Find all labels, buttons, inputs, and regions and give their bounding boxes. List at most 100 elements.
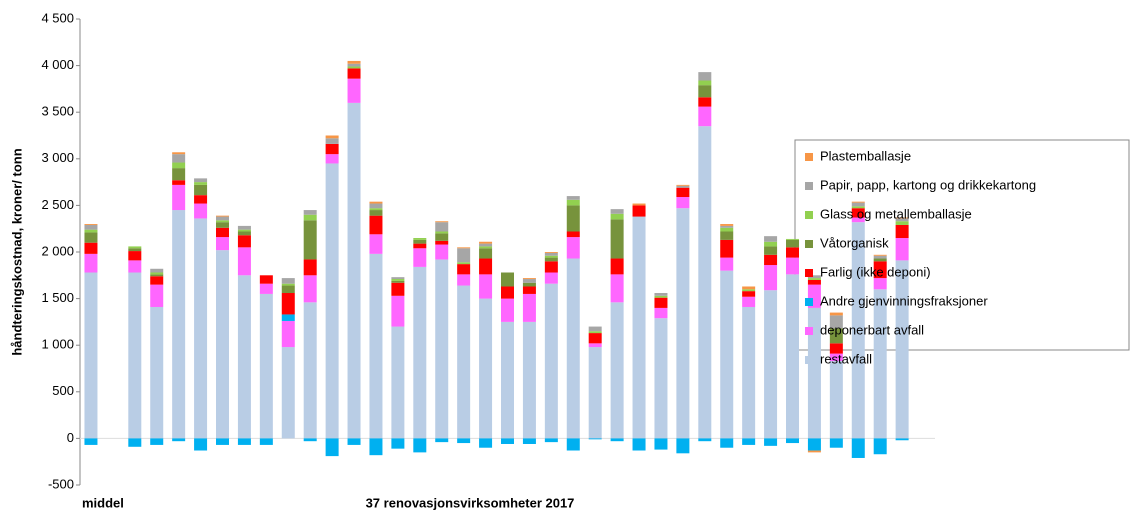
bar-segment bbox=[522, 321, 536, 439]
bar-segment bbox=[786, 247, 799, 258]
bar-segment bbox=[522, 278, 536, 280]
bar-segment bbox=[457, 274, 471, 286]
bar-segment bbox=[829, 361, 843, 439]
bar-segment bbox=[435, 259, 449, 439]
bar-segment bbox=[457, 285, 471, 439]
bar-segment bbox=[479, 298, 493, 439]
bar-segment bbox=[588, 347, 602, 439]
bar-segment bbox=[851, 222, 865, 439]
bar-segment bbox=[172, 154, 186, 163]
bar-segment bbox=[84, 224, 98, 230]
bar-segment bbox=[895, 221, 909, 225]
bar-segment bbox=[829, 312, 843, 316]
bar-segment bbox=[435, 244, 449, 260]
y-tick-label: 2 500 bbox=[41, 197, 74, 212]
bar-segment bbox=[369, 201, 383, 204]
bar-segment bbox=[632, 203, 646, 206]
bar-segment bbox=[84, 272, 98, 439]
bar-segment bbox=[457, 438, 471, 444]
bar-segment bbox=[259, 438, 273, 445]
bar-segment bbox=[588, 343, 602, 348]
bar-segment bbox=[128, 251, 142, 261]
bar-segment bbox=[391, 326, 405, 439]
bar-segment bbox=[764, 241, 778, 247]
bar-segment bbox=[895, 260, 909, 439]
bar-segment bbox=[172, 438, 186, 442]
bar-segment bbox=[786, 238, 799, 240]
bar-segment bbox=[676, 197, 690, 209]
legend-label: restavfall bbox=[820, 351, 872, 366]
bar-segment bbox=[566, 205, 580, 232]
bar-segment bbox=[698, 438, 712, 442]
legend-label: Våtorganisk bbox=[820, 235, 889, 250]
bar-segment bbox=[698, 80, 712, 86]
bar-segment bbox=[216, 216, 229, 221]
legend bbox=[794, 139, 1130, 351]
bar-segment bbox=[610, 219, 624, 259]
bar-segment bbox=[216, 237, 229, 251]
bar-segment bbox=[544, 438, 558, 443]
bar-segment bbox=[84, 438, 98, 445]
bar-segment bbox=[786, 257, 799, 275]
bar-segment bbox=[873, 258, 887, 262]
bar-segment bbox=[807, 279, 821, 285]
legend-label: Andre gjenvinningsfraksjoner bbox=[820, 293, 988, 308]
bar-segment bbox=[895, 224, 909, 239]
bar-segment bbox=[720, 231, 734, 240]
bar-segment bbox=[676, 184, 690, 186]
bar-segment bbox=[544, 252, 558, 256]
bar-segment bbox=[698, 126, 712, 439]
bar-segment bbox=[150, 272, 164, 275]
bar-segment bbox=[851, 208, 865, 218]
bar-segment bbox=[347, 78, 361, 103]
legend-swatch bbox=[805, 240, 813, 248]
bar-segment bbox=[303, 210, 317, 215]
y-tick-label: 500 bbox=[52, 383, 74, 398]
bar-segment bbox=[128, 260, 142, 273]
bar-segment bbox=[698, 85, 712, 98]
bar-segment bbox=[391, 277, 405, 280]
bar-segment bbox=[851, 206, 865, 209]
bar-segment bbox=[698, 97, 712, 107]
bar-segment bbox=[851, 438, 865, 458]
bar-segment bbox=[479, 258, 493, 275]
bar-segment bbox=[457, 264, 471, 275]
bar-segment bbox=[676, 208, 690, 439]
bar-segment bbox=[895, 238, 909, 261]
bar-segment bbox=[84, 242, 98, 254]
bar-segment bbox=[457, 262, 471, 265]
bar-segment bbox=[610, 438, 624, 442]
bar-segment bbox=[194, 203, 208, 219]
bar-segment bbox=[764, 290, 778, 439]
bar-segment bbox=[566, 237, 580, 259]
y-tick-label: 4 000 bbox=[41, 57, 74, 72]
bar-segment bbox=[150, 284, 164, 307]
legend-swatch bbox=[805, 211, 813, 219]
bar-segment bbox=[237, 247, 251, 276]
bar-segment bbox=[544, 252, 558, 253]
bar-segment bbox=[413, 238, 427, 240]
y-tick-label: 3 000 bbox=[41, 150, 74, 165]
bar-segment bbox=[786, 274, 799, 439]
bar-segment bbox=[895, 217, 909, 219]
bar-segment bbox=[479, 438, 493, 448]
bar-segment bbox=[237, 229, 251, 232]
bar-segment bbox=[654, 438, 668, 450]
bar-segment bbox=[566, 231, 580, 238]
bar-segment bbox=[237, 225, 251, 230]
bar-segment bbox=[829, 438, 843, 448]
bar-segment bbox=[369, 203, 383, 209]
bar-segment bbox=[522, 282, 536, 287]
legend-swatch bbox=[805, 153, 813, 161]
bar-segment bbox=[435, 438, 449, 443]
bar-segment bbox=[457, 248, 471, 263]
bar-segment bbox=[566, 199, 580, 206]
bar-segment bbox=[172, 184, 186, 211]
bar-segment bbox=[435, 221, 449, 223]
legend-label: Papir, papp, kartong og drikkekartong bbox=[820, 177, 1036, 192]
bar-segment bbox=[347, 60, 361, 64]
bar-segment bbox=[128, 248, 142, 252]
bar-segment bbox=[259, 275, 273, 284]
bar-segment bbox=[303, 214, 317, 221]
